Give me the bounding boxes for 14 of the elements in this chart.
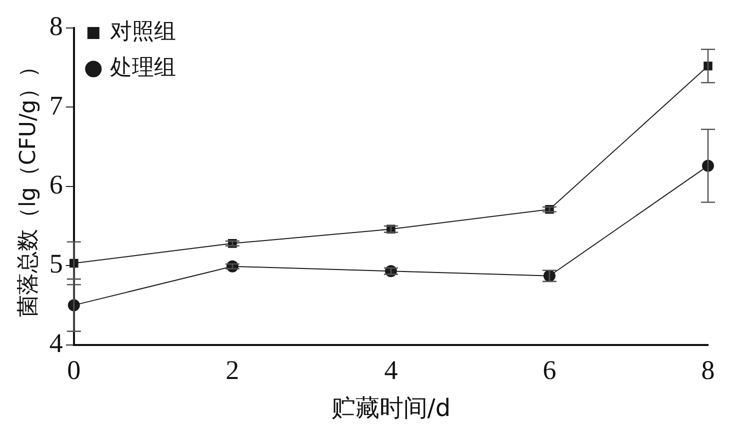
legend-label: 对照组 [110, 20, 176, 45]
x-tick-label: 4 [384, 355, 398, 386]
x-axis-title: 贮藏时间/d [331, 394, 451, 422]
y-tick-label: 4 [49, 328, 64, 358]
y-axis-title: 菌落总数（lg（CFU/g）） [16, 56, 41, 318]
x-tick-label: 6 [542, 355, 556, 386]
y-tick-label: 8 [49, 11, 63, 42]
x-tick-label: 0 [67, 355, 81, 386]
x-tick-label: 8 [701, 355, 715, 386]
legend-label: 处理组 [110, 56, 176, 81]
y-tick-label: 5 [49, 248, 63, 279]
x-tick-label: 2 [226, 355, 240, 386]
y-tick-label: 6 [49, 169, 63, 200]
y-tick-label: 7 [49, 90, 63, 120]
